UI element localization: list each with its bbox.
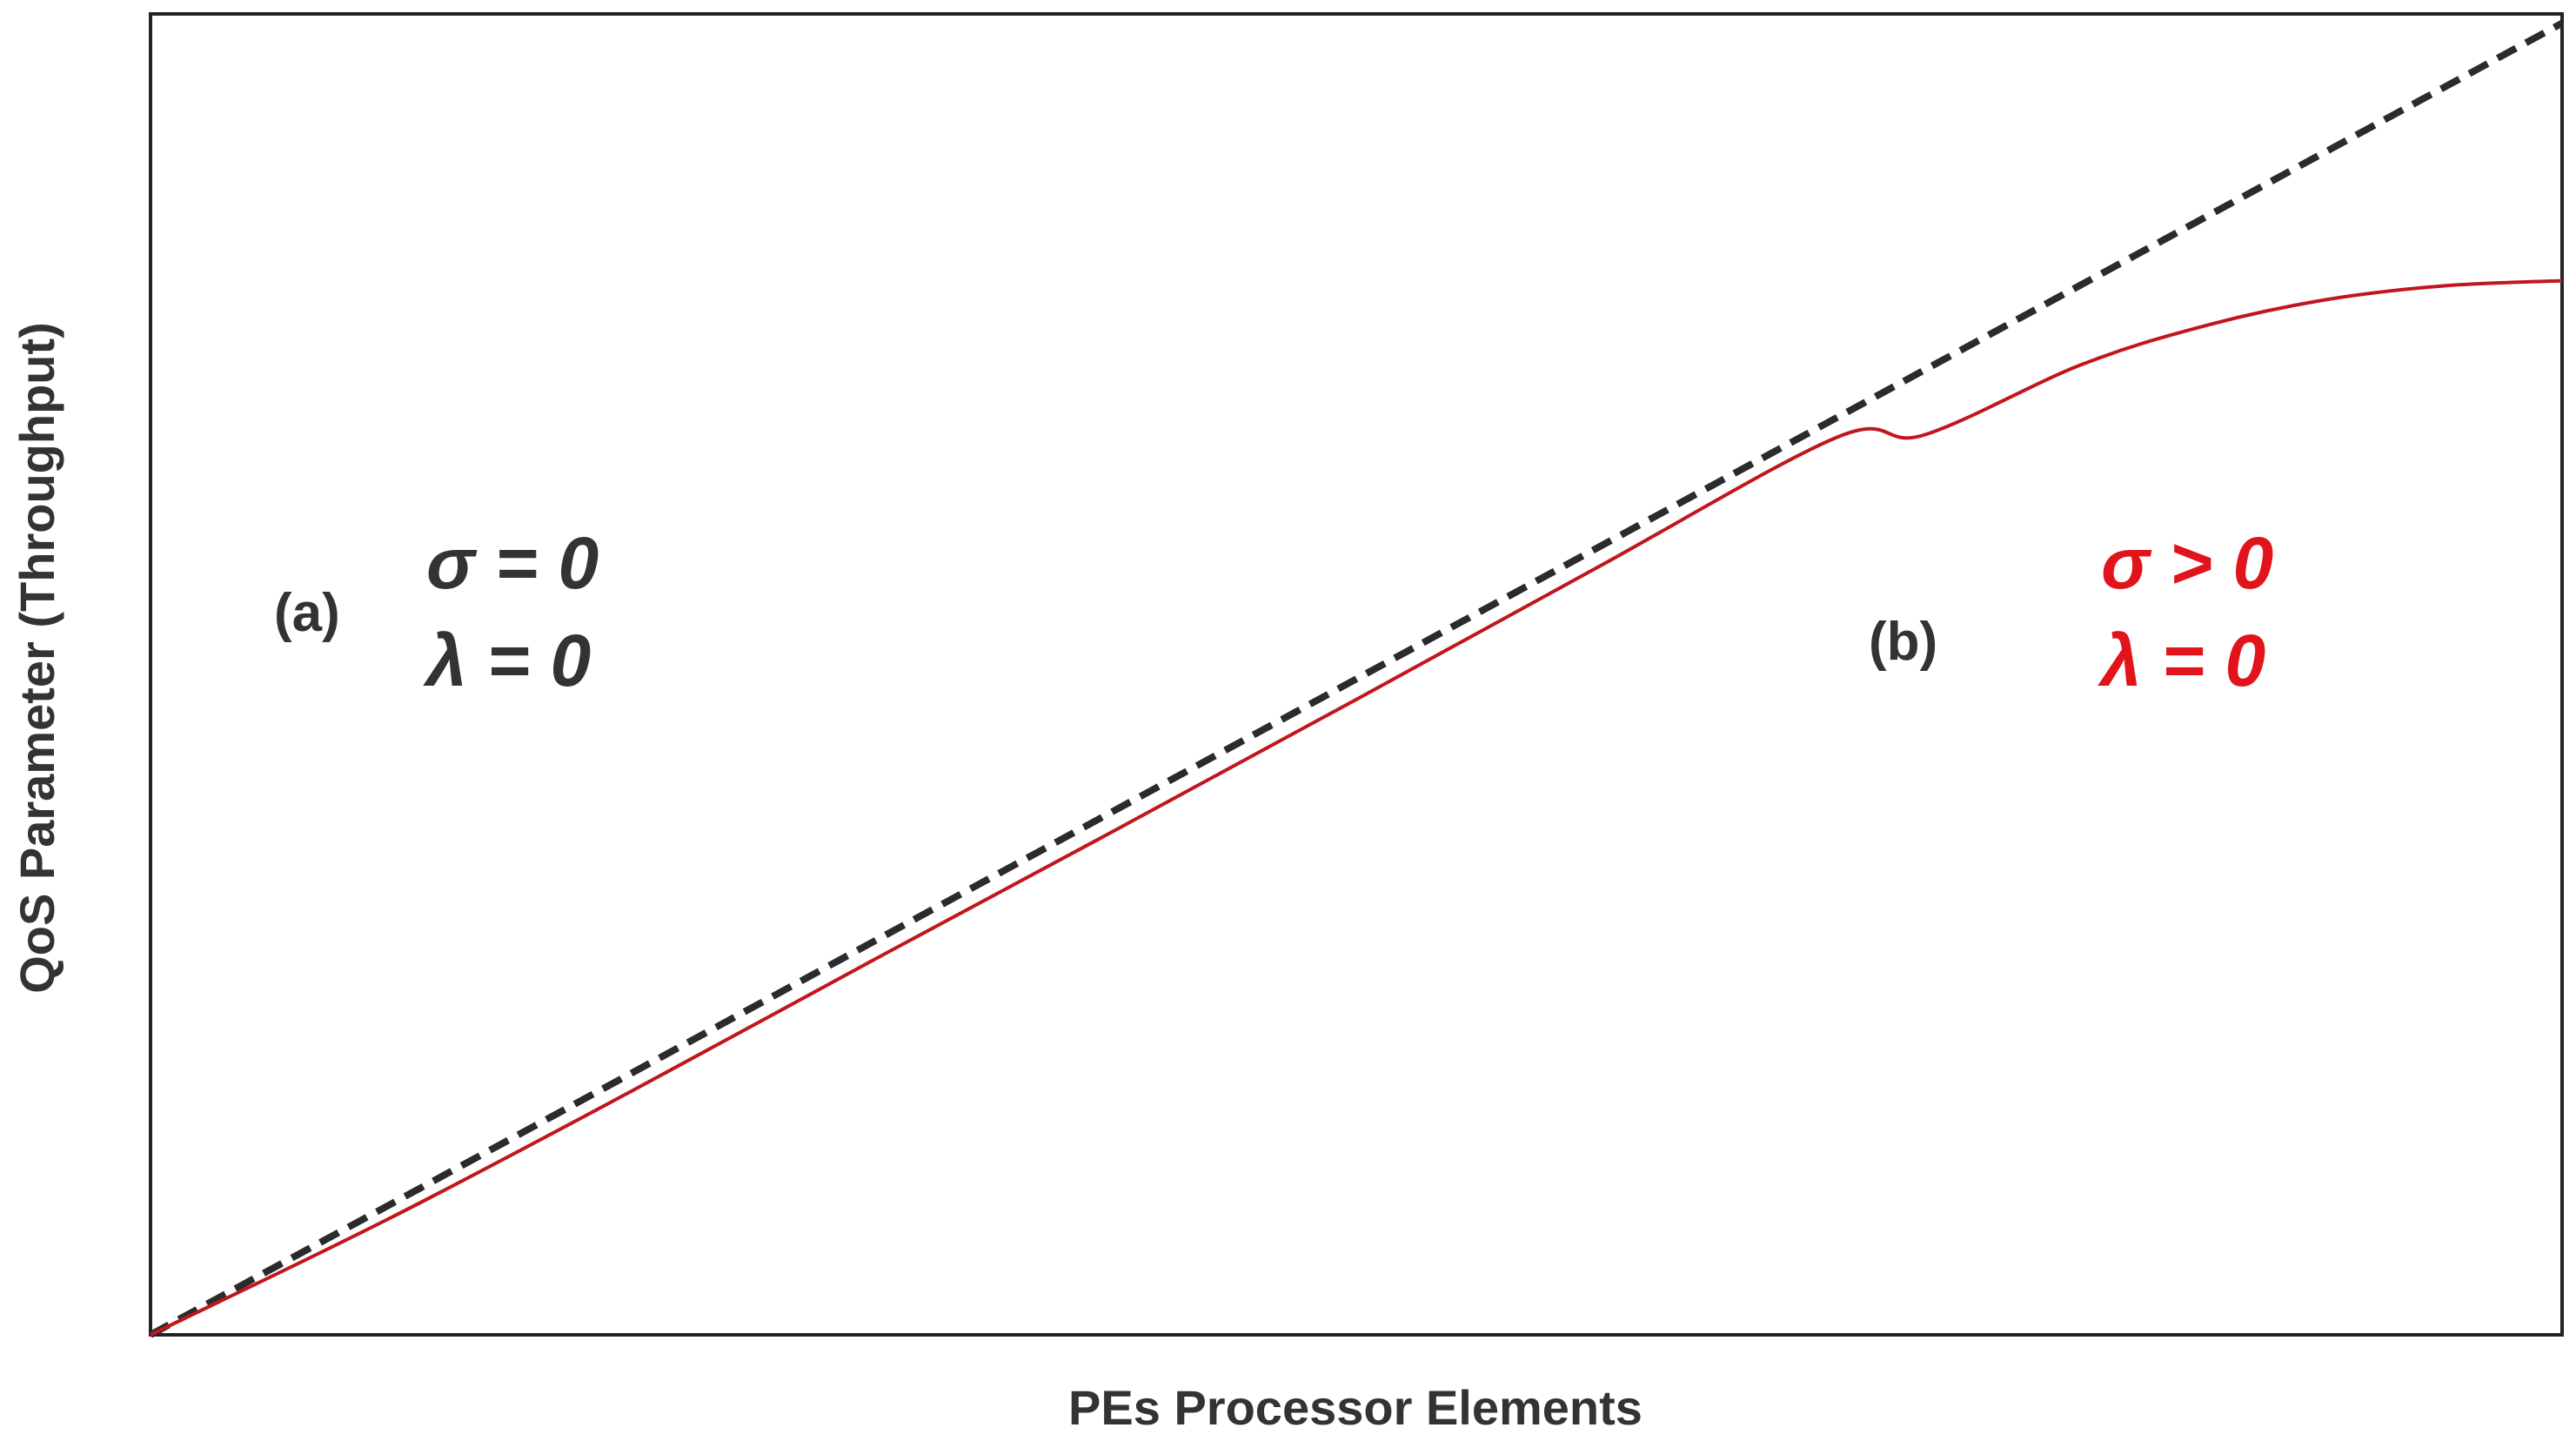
curve-a-lambda-label: λ = 0: [423, 620, 591, 701]
plot-frame: [149, 12, 2564, 1337]
series-layer: [149, 20, 2564, 1338]
curve-b-tag: (b): [1869, 612, 1937, 672]
series-a-line: [149, 20, 2564, 1338]
series-b-line: [150, 278, 2563, 1337]
curve-b-lambda-label: λ = 0: [2098, 620, 2265, 701]
curve-b-sigma-label: σ > 0: [2101, 522, 2273, 604]
curve-a-sigma-label: σ = 0: [426, 522, 599, 604]
y-axis-label: QoS Parameter (Throughput): [10, 322, 64, 994]
curve-a-tag: (a): [274, 583, 340, 643]
x-axis-label: PEs Processor Elements: [1068, 1380, 1643, 1435]
